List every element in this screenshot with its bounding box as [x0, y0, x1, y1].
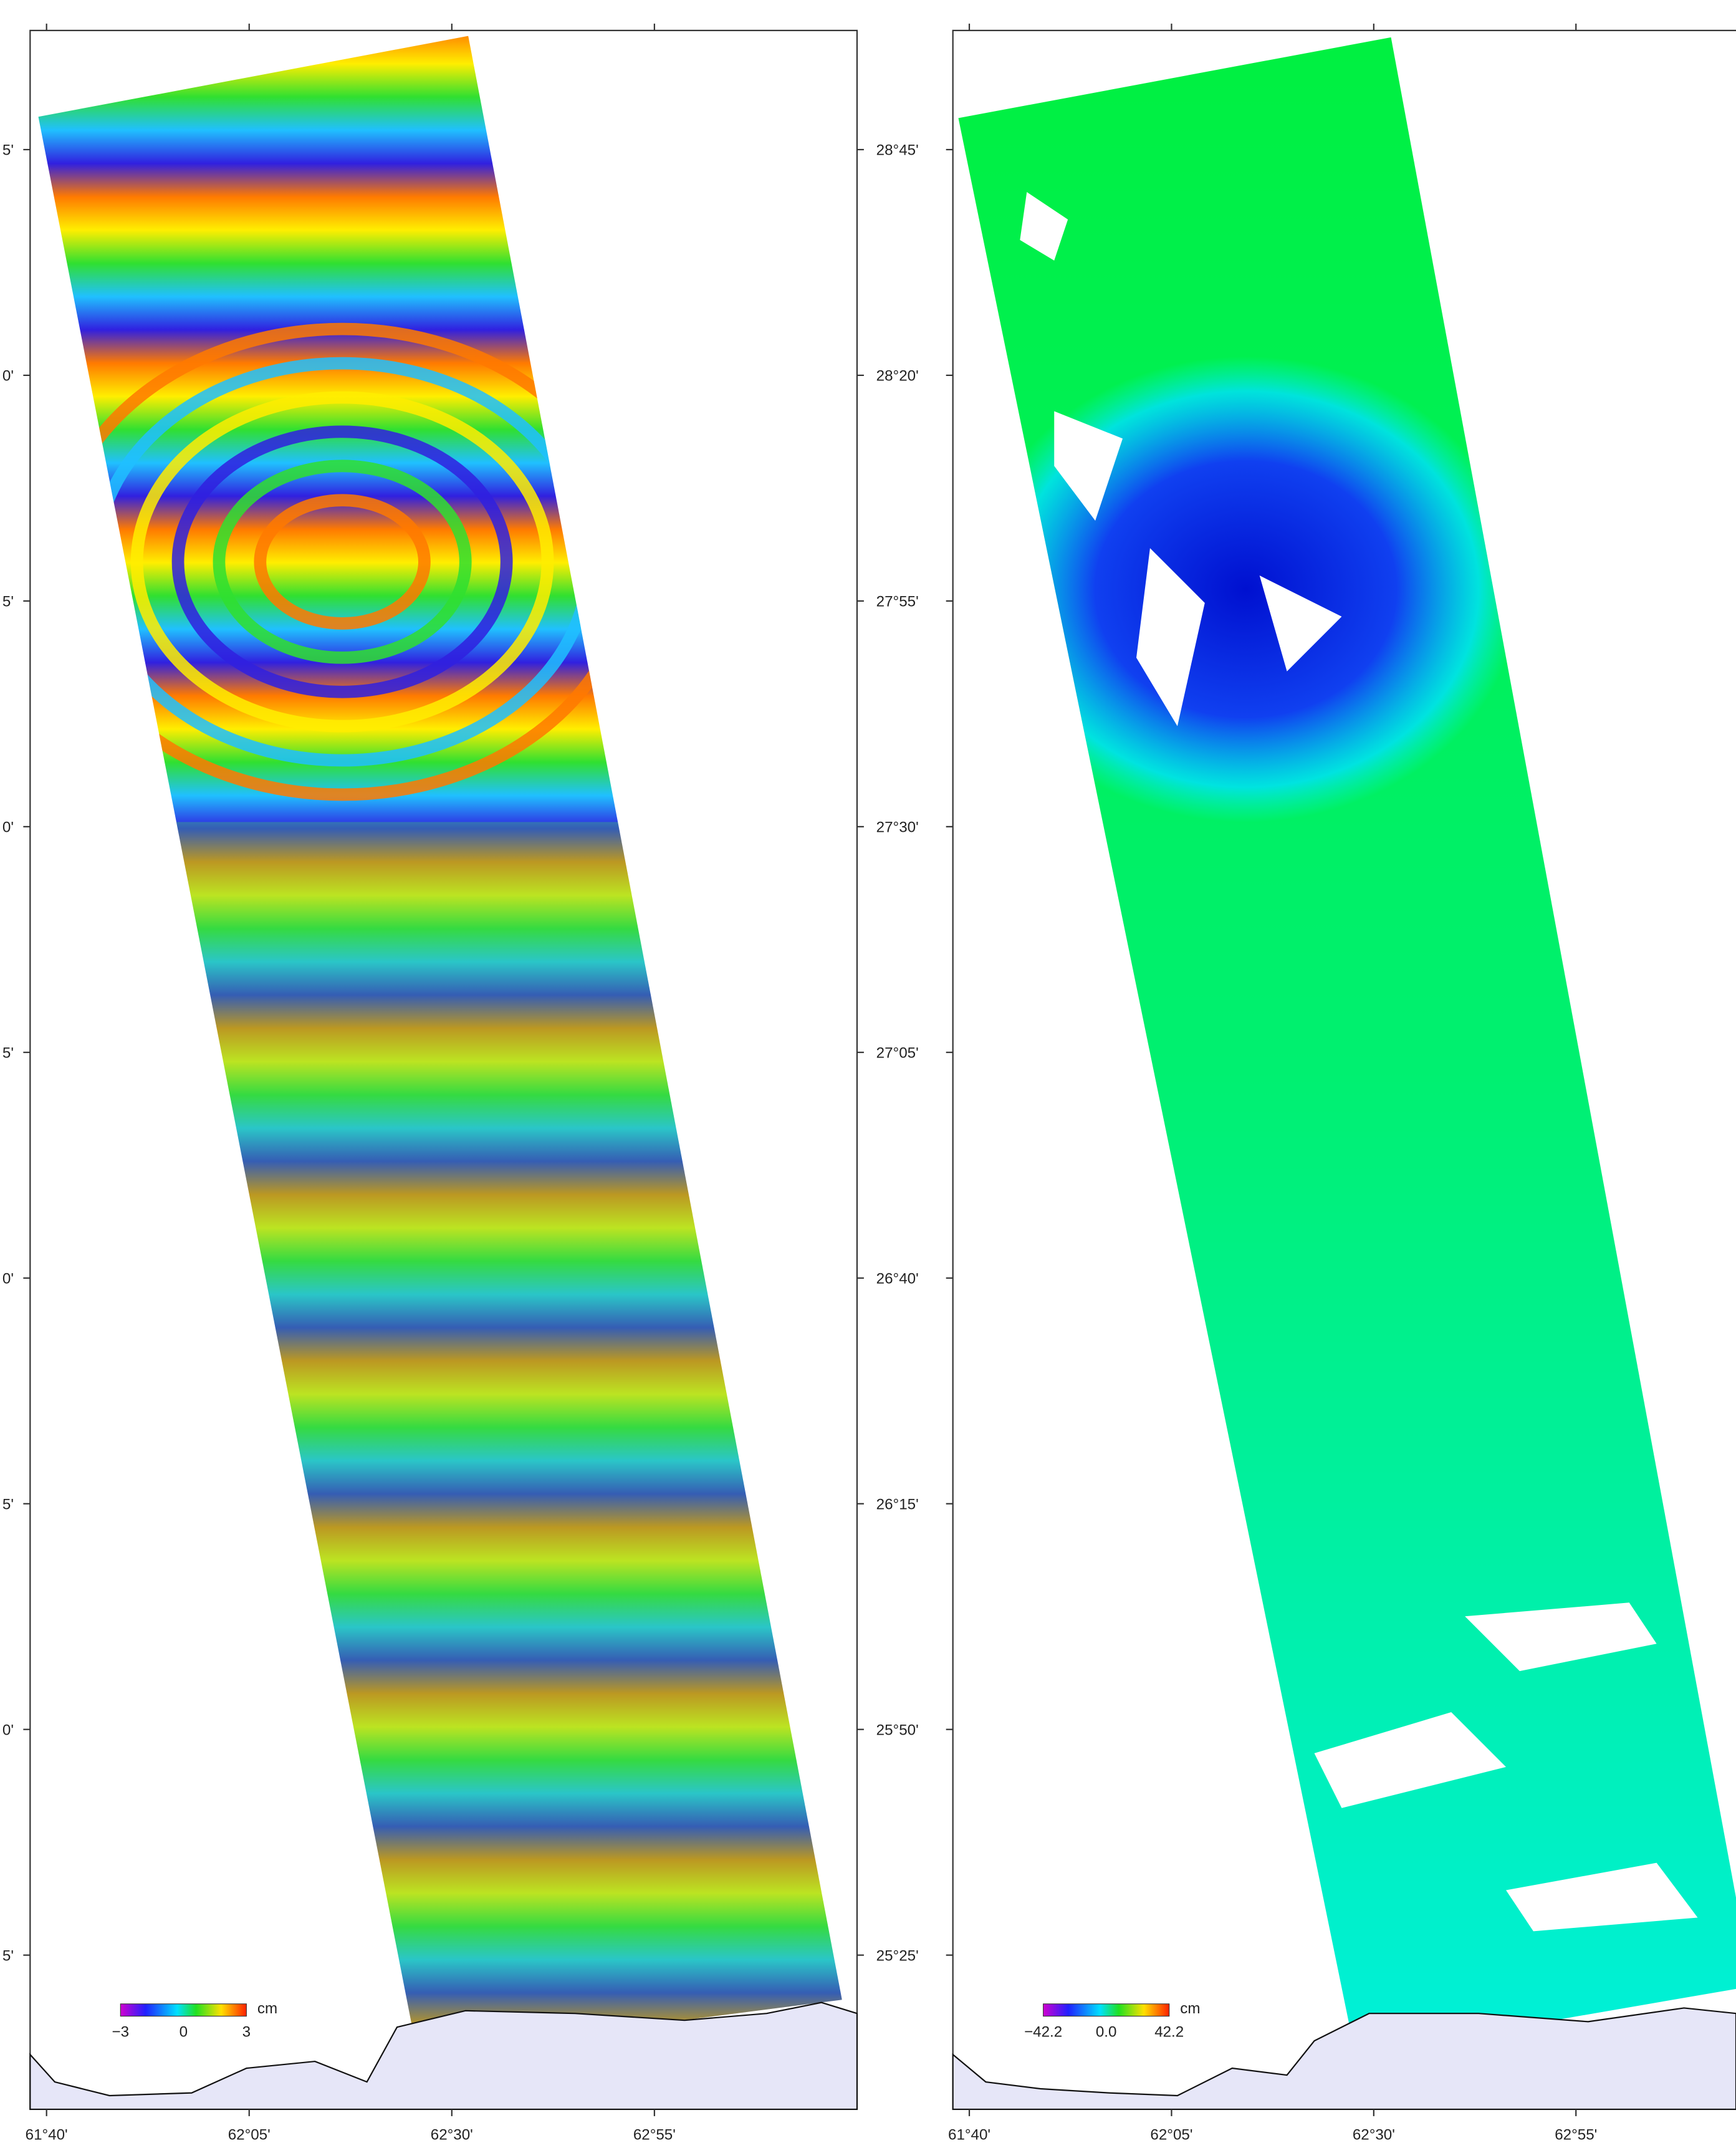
colorbar	[120, 2004, 246, 2016]
lon-label: 62°55'	[1555, 2126, 1597, 2143]
lat-label: 28°45'	[876, 142, 919, 159]
colorbar-label: 0.0	[1096, 2024, 1117, 2041]
lon-label: 61°40'	[26, 2126, 68, 2143]
lon-label: 62°30'	[431, 2126, 473, 2143]
lat-label: 5'	[2, 1947, 14, 1964]
lon-label: 61°40'	[948, 2126, 990, 2143]
lat-label: 0'	[2, 1722, 14, 1738]
colorbar-label: −42.2	[1024, 2024, 1062, 2041]
lat-label: 5'	[2, 142, 14, 159]
colorbar-label: 3	[242, 2024, 251, 2041]
lat-label: 5'	[2, 1496, 14, 1513]
lat-label: 26°40'	[876, 1271, 919, 1288]
lat-label: 27°05'	[876, 1045, 919, 1062]
lon-label: 62°30'	[1353, 2126, 1395, 2143]
lat-label: 26°15'	[876, 1496, 919, 1513]
lat-label: 0'	[2, 819, 14, 836]
colorbar-label: −3	[112, 2024, 130, 2041]
lat-label: 27°55'	[876, 594, 919, 610]
lat-label: 25°50'	[876, 1722, 919, 1738]
colorbar-label: 0	[180, 2024, 188, 2041]
lat-label: 5'	[2, 594, 14, 610]
colorbar	[1043, 2004, 1169, 2016]
lat-label: 25°25'	[876, 1947, 919, 1964]
lat-label: 28°20'	[876, 368, 919, 385]
right-panel: −42.2 0.0 42.2 cm	[953, 31, 1736, 2109]
lat-label: 27°30'	[876, 819, 919, 836]
lat-label: 5'	[2, 1045, 14, 1062]
colorbar-unit: cm	[1180, 2000, 1200, 2017]
colorbar-unit: cm	[257, 2000, 277, 2017]
colorbar-label: 42.2	[1154, 2024, 1184, 2041]
figure: −3 0 3 cm −42.2 0.0 42.2 cm 5' 0' 5' 0' 5' 0'…	[0, 0, 1736, 2148]
lat-label: 0'	[2, 1271, 14, 1288]
lon-label: 62°55'	[633, 2126, 676, 2143]
lat-label: 0'	[2, 368, 14, 385]
left-panel: −3 0 3 cm	[30, 31, 857, 2109]
lon-label: 62°05'	[228, 2126, 271, 2143]
lon-label: 62°05'	[1150, 2126, 1192, 2143]
